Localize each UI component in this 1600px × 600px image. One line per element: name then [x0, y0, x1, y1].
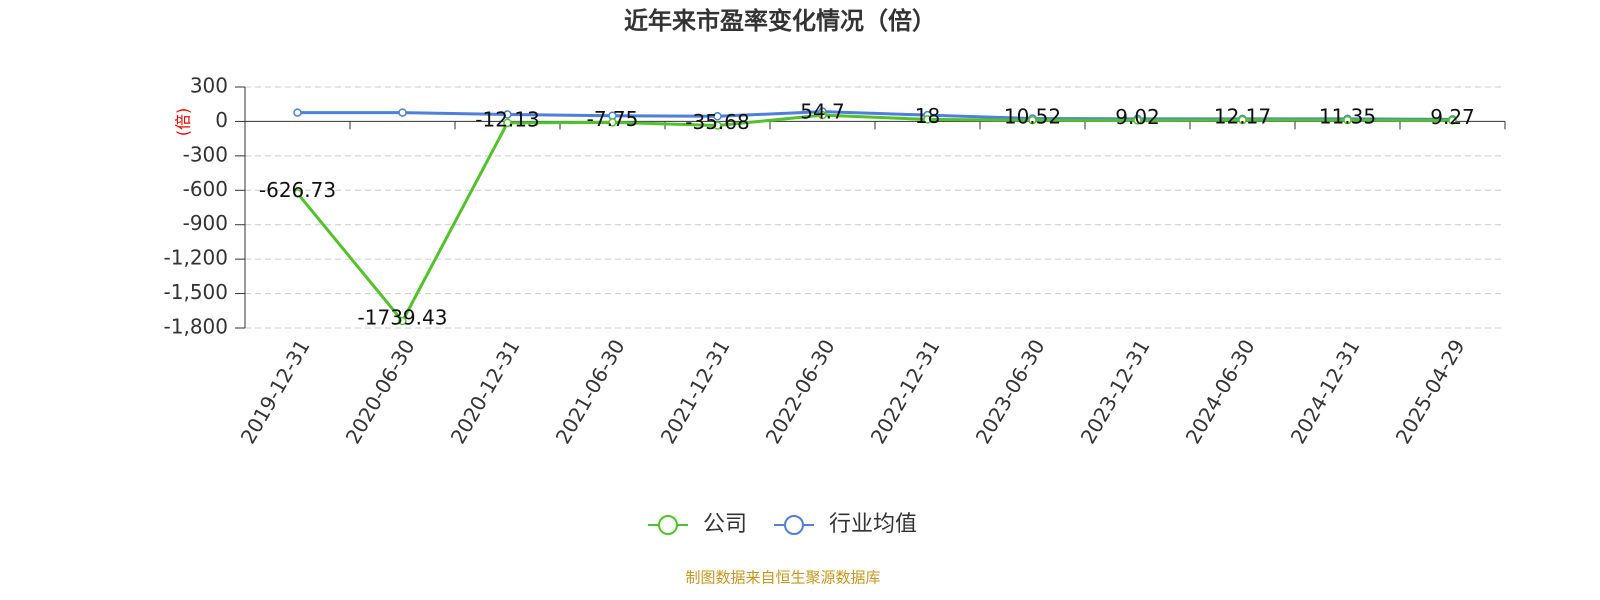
- data-point: [713, 121, 722, 130]
- data-label: -12.13: [475, 107, 539, 131]
- data-point: [503, 110, 512, 119]
- x-tick-label: 2024-12-31: [1286, 335, 1365, 448]
- data-point: [398, 316, 407, 326]
- data-point: [608, 118, 617, 127]
- data-label: -1739.43: [358, 306, 448, 330]
- y-axis-label: (倍): [174, 108, 193, 137]
- data-label: 11.35: [1319, 105, 1376, 129]
- chart-title: 近年来市盈率变化情况（倍）: [624, 7, 936, 35]
- y-tick-label: 0: [215, 108, 228, 132]
- y-tick-label: -300: [183, 142, 228, 166]
- legend-icon: [658, 515, 678, 535]
- data-point: [923, 115, 932, 124]
- x-tick-label: 2025-04-29: [1391, 335, 1470, 448]
- y-tick-label: -1,500: [164, 280, 228, 304]
- x-tick-label: 2024-06-30: [1181, 335, 1260, 448]
- legend-label: 公司: [703, 512, 747, 537]
- data-label: 10.52: [1004, 105, 1061, 129]
- data-point: [1343, 115, 1352, 125]
- data-label: 12.17: [1214, 105, 1271, 129]
- legend-label: 行业均值: [829, 512, 917, 537]
- data-label: -7.75: [587, 107, 639, 131]
- data-label: -35.68: [685, 110, 749, 134]
- x-tick-label: 2023-06-30: [971, 335, 1050, 448]
- x-tick-label: 2021-12-31: [656, 335, 735, 448]
- x-tick-label: 2020-12-31: [446, 335, 525, 448]
- data-label: 54.7: [800, 100, 845, 124]
- data-point: [503, 118, 512, 128]
- data-label: -626.73: [259, 178, 336, 202]
- data-point: [818, 110, 827, 120]
- y-tick-label: -900: [183, 211, 228, 235]
- data-label: 18: [915, 104, 940, 128]
- data-label: 9.27: [1430, 105, 1475, 129]
- data-point: [293, 189, 302, 198]
- data-point: [1448, 116, 1457, 125]
- data-point: [293, 108, 302, 117]
- data-point: [1133, 116, 1142, 125]
- y-tick-label: 300: [190, 74, 228, 98]
- x-tick-label: 2022-06-30: [761, 335, 840, 448]
- y-tick-label: -600: [183, 177, 228, 201]
- x-tick-label: 2020-06-30: [341, 335, 420, 448]
- x-tick-label: 2021-06-30: [551, 335, 630, 448]
- x-tick-label: 2022-12-31: [866, 335, 945, 448]
- data-point: [1028, 115, 1037, 125]
- data-point: [1238, 115, 1247, 125]
- series-line: [296, 113, 1453, 324]
- y-tick-label: -1,800: [164, 315, 228, 339]
- x-tick-label: 2023-12-31: [1076, 335, 1155, 448]
- data-label: 9.02: [1115, 105, 1160, 129]
- source-note: 制图数据来自恒生聚源数据库: [685, 569, 880, 587]
- data-point: [398, 108, 407, 117]
- y-tick-label: -1,200: [164, 246, 228, 270]
- legend-icon: [784, 515, 804, 535]
- x-tick-label: 2019-12-31: [236, 335, 315, 448]
- data-point: [713, 112, 722, 121]
